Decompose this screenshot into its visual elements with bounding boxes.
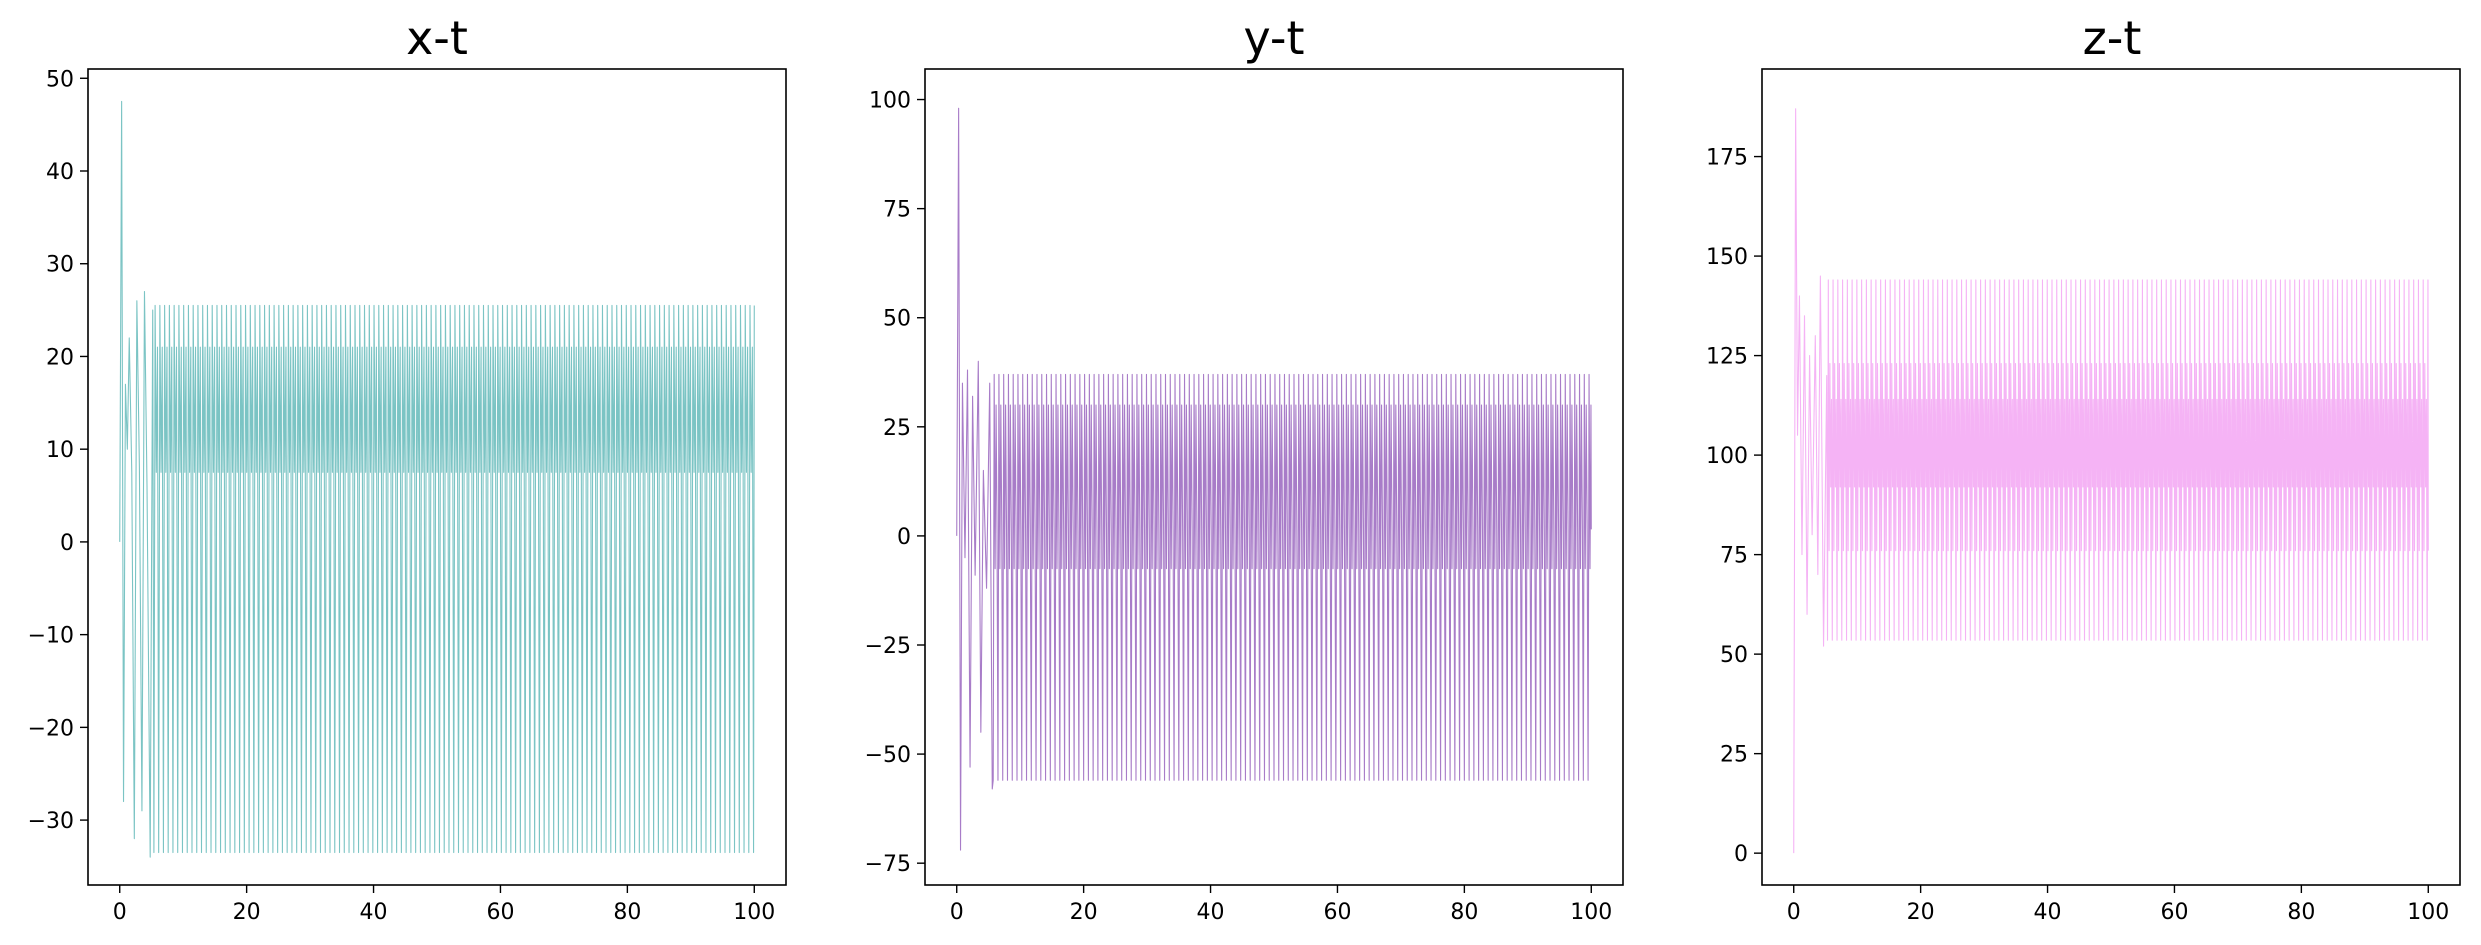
y-tick-label: 30 [46,253,74,278]
x-tick-label: 80 [613,900,641,925]
x-tick-label: 40 [1197,900,1225,925]
x-tick-label: 60 [2160,900,2188,925]
y-tick-label: −20 [28,716,74,741]
y-tick-label: 25 [883,416,911,441]
x-tick-label: 80 [2287,900,2315,925]
x-tick-label: 20 [1070,900,1098,925]
y-tick-label: 50 [46,67,74,92]
y-tick-label: 40 [46,160,74,185]
y-tick-label: 125 [1706,345,1748,370]
y-tick-label: −10 [28,624,74,649]
y-tick-label: −30 [28,809,74,834]
subplot-z-t: z-t 0 20 40 60 80 100 0 25 50 75 100 125 150 175 [1706,11,2461,925]
y-tick-label: 0 [60,531,74,556]
y-tick-label: −75 [865,852,911,877]
x-tick-label: 100 [1570,900,1612,925]
y-tick-label: 0 [897,525,911,550]
x-tick-label: 20 [1907,900,1935,925]
series-line [956,107,1592,851]
x-tick-label: 40 [2034,900,2062,925]
subplot-title: x-t [406,11,468,65]
subplot-y-t: y-t 0 20 40 60 80 100 −75 −50 −25 0 25 50 75 100 [865,11,1624,925]
series-line [1793,108,2429,854]
y-tick-label: 25 [1720,743,1748,768]
x-tick-label: 60 [1323,900,1351,925]
axes-frame [924,68,1624,886]
axes-frame [1761,68,2461,886]
y-tick-label: −50 [865,743,911,768]
x-tick-label: 100 [733,900,775,925]
y-tick-label: 100 [1706,444,1748,469]
x-tick-label: 0 [950,900,964,925]
series-line [119,100,755,858]
y-tick-label: 100 [869,89,911,114]
y-tick-label: 20 [46,345,74,370]
x-tick-label: 80 [1450,900,1478,925]
y-tick-label: 75 [1720,544,1748,569]
y-tick-label: 150 [1706,245,1748,270]
y-tick-label: −25 [865,634,911,659]
x-tick-label: 60 [486,900,514,925]
x-tick-label: 100 [2407,900,2449,925]
y-tick-label: 50 [883,307,911,332]
y-tick-label: 10 [46,438,74,463]
x-tick-label: 20 [233,900,261,925]
y-tick-label: 50 [1720,643,1748,668]
y-tick-label: 0 [1734,842,1748,867]
subplot-title: z-t [2083,11,2142,65]
x-tick-label: 40 [360,900,388,925]
subplot-title: y-t [1243,11,1304,65]
y-tick-label: 75 [883,198,911,223]
y-tick-label: 175 [1706,146,1748,171]
subplot-x-t: x-t 0 20 40 60 80 100 −30 −20 −10 0 10 20 30 40 50 [28,11,787,925]
axes-frame [87,68,787,886]
x-tick-label: 0 [1787,900,1801,925]
x-tick-label: 0 [113,900,127,925]
